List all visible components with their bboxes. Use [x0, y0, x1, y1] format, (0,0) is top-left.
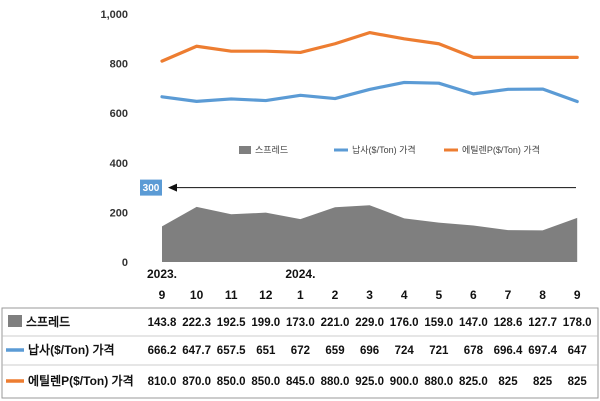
table-cell: 721 — [429, 345, 449, 357]
table-cell: 178.0 — [563, 317, 592, 329]
table-cell: 925.0 — [355, 376, 384, 388]
table-cell: 657.5 — [217, 345, 246, 357]
table-cell: 147.0 — [459, 317, 488, 329]
table-cell: 159.0 — [424, 317, 453, 329]
y-tick-label: 600 — [110, 108, 128, 120]
table-cell: 221.0 — [321, 317, 350, 329]
legend-label-1: 납사($/Ton) 가격 — [352, 144, 416, 155]
table-cell: 672 — [291, 345, 310, 357]
x-tick-label: 1 — [297, 288, 304, 302]
reference-value-box — [140, 179, 162, 196]
x-tick-label: 8 — [539, 288, 546, 302]
y-tick-label: 200 — [110, 207, 128, 219]
x-year-label: 2024. — [285, 267, 315, 281]
table-cell: 143.8 — [148, 317, 177, 329]
legend-label-2: 에틸렌P($/Ton) 가격 — [462, 144, 540, 155]
table-row-label: 에틸렌P($/Ton) 가격 — [28, 373, 134, 388]
reference-value-label: 300 — [143, 183, 160, 194]
x-tick-label: 7 — [505, 288, 512, 302]
table-cell: 845.0 — [286, 376, 315, 388]
table-swatch-spread — [8, 315, 22, 327]
x-axis: 2023. 2024.9 10 11 12 1 2 3 4 5 6 7 8 9 — [147, 267, 581, 302]
x-tick-label: 5 — [435, 288, 442, 302]
x-tick-label: 9 — [574, 288, 581, 302]
table-cell: 825 — [568, 376, 588, 388]
y-tick-label: 0 — [122, 257, 128, 269]
table-cell: 647.7 — [182, 345, 211, 357]
series-line-2 — [160, 30, 579, 63]
table-cell: 696 — [360, 345, 379, 357]
x-tick-label: 9 — [159, 288, 166, 302]
table-cell: 880.0 — [321, 376, 350, 388]
reference-callout: 300 — [140, 179, 576, 196]
x-tick-label: 12 — [259, 288, 273, 302]
table-cell: 678 — [464, 345, 484, 357]
table-cell: 173.0 — [286, 317, 315, 329]
legend-swatch-spread — [239, 146, 251, 154]
x-tick-label: 11 — [225, 288, 238, 302]
table-row-label: 납사($/Ton) 가격 — [28, 342, 115, 357]
table-cell: 825 — [533, 376, 553, 388]
table-cell: 850.0 — [217, 376, 246, 388]
table-cell: 696.4 — [494, 345, 523, 357]
table-cell: 651 — [256, 345, 276, 357]
table-cell: 697.4 — [528, 345, 557, 357]
y-tick-label: 800 — [110, 59, 128, 71]
data-table-border — [1, 307, 599, 399]
x-tick-label: 6 — [470, 288, 477, 302]
table-cell: 666.2 — [148, 345, 177, 357]
table-cell: 850.0 — [251, 376, 280, 388]
x-tick-label: 10 — [190, 288, 204, 302]
series-line-1 — [160, 80, 579, 104]
table-cell: 724 — [395, 345, 415, 357]
table-cell: 199.0 — [251, 317, 280, 329]
table-cell: 825.0 — [459, 376, 488, 388]
x-tick-label: 4 — [401, 288, 408, 302]
table-cell: 229.0 — [355, 317, 384, 329]
x-tick-label: 3 — [366, 288, 373, 302]
y-axis: 0 200 400 600 800 1,000 — [100, 9, 128, 269]
table-cell: 870.0 — [182, 376, 211, 388]
table-cell: 192.5 — [217, 317, 246, 329]
table-cell: 900.0 — [390, 376, 419, 388]
table-cell: 659 — [325, 345, 344, 357]
table-cell: 647 — [568, 345, 587, 357]
data-table: 스프레드 143.8 222.3 192.5 199.0 173.0 221.0 229.0 1… — [1, 307, 599, 399]
y-tick-label: 1,000 — [100, 9, 128, 21]
legend: 스프레드 납사($/Ton) 가격 에틸렌P($/Ton) 가격 — [239, 144, 540, 155]
series-area-spread — [162, 205, 578, 262]
plot-area — [160, 30, 579, 262]
table-cell: 825 — [498, 376, 518, 388]
table-cell: 880.0 — [424, 376, 453, 388]
table-cell: 127.7 — [528, 317, 557, 329]
x-year-label: 2023. — [147, 267, 177, 281]
reference-arrowhead — [168, 183, 177, 192]
table-cell: 176.0 — [390, 317, 419, 329]
table-cell: 222.3 — [182, 317, 211, 329]
x-tick-label: 2 — [332, 288, 339, 302]
table-cell: 128.6 — [494, 317, 523, 329]
y-tick-label: 400 — [110, 158, 128, 170]
table-cell: 810.0 — [148, 376, 177, 388]
legend-label-0: 스프레드 — [255, 145, 288, 155]
table-row-label: 스프레드 — [26, 314, 70, 329]
